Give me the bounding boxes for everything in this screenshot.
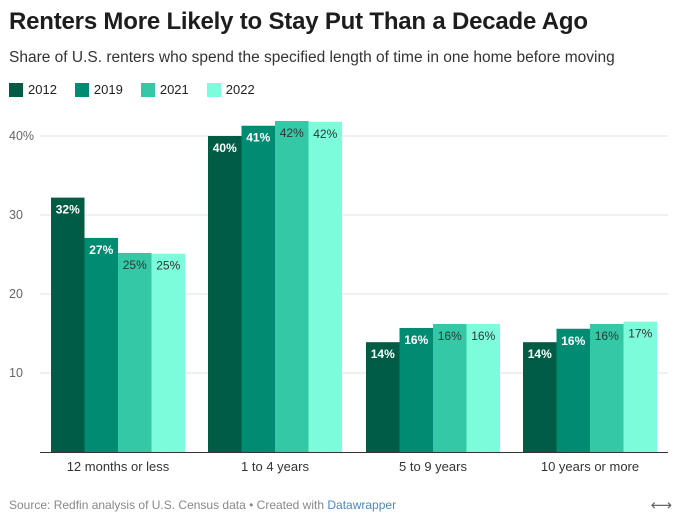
legend-label-2012: 2012 <box>28 82 57 97</box>
bar-2012-3 <box>523 342 557 452</box>
bar-chart: 10 20 30 40% 32% 40% 14% 14% 27% 41% 16% 16% 25% 42% 1… <box>9 120 668 474</box>
legend-item-2019: 2019 <box>74 82 123 97</box>
bar-2012-2 <box>366 342 400 452</box>
bar-2022-2 <box>466 324 500 452</box>
y-tick-label-10: 10 <box>9 366 23 380</box>
bar-label-2022-0: 25% <box>156 259 180 273</box>
legend-item-2022: 2022 <box>206 82 255 97</box>
bar-label-2012-0: 32% <box>56 203 80 217</box>
bar-2022-0 <box>151 253 185 452</box>
bar-label-2019-2: 16% <box>404 333 428 347</box>
legend-item-2012: 2012 <box>9 82 57 97</box>
bar-2019-0 <box>84 237 118 452</box>
expand-icon[interactable]: ⟷ <box>650 497 672 514</box>
bar-2021-3 <box>590 324 624 452</box>
bar-label-2021-3: 16% <box>595 329 619 343</box>
y-tick-label-30: 30 <box>9 208 23 222</box>
x-category-label-0: 12 months or less <box>67 459 170 474</box>
bar-label-2012-3: 14% <box>528 347 552 361</box>
bar-label-2022-3: 17% <box>628 327 652 341</box>
bar-label-2012-2: 14% <box>371 347 395 361</box>
bar-2022-3 <box>623 321 657 452</box>
legend-swatch-2012 <box>9 82 23 97</box>
bar-2022-1 <box>308 121 342 452</box>
bar-label-2012-1: 40% <box>213 141 237 155</box>
x-category-label-1: 1 to 4 years <box>241 459 309 474</box>
x-category-label-2: 5 to 9 years <box>399 459 467 474</box>
legend-label-2021: 2021 <box>159 82 189 97</box>
y-tick-label-40: 40% <box>9 129 34 143</box>
bar-label-2022-1: 42% <box>313 127 337 141</box>
datawrapper-link[interactable]: Datawrapper <box>327 498 397 512</box>
bar-2021-2 <box>433 324 467 452</box>
legend-swatch-2019 <box>74 82 89 97</box>
y-tick-label-20: 20 <box>9 287 23 301</box>
legend-label-2019: 2019 <box>93 82 123 97</box>
legend-label-2022: 2022 <box>225 82 255 97</box>
bar-2012-0 <box>51 197 85 452</box>
x-category-label-3: 10 years or more <box>541 459 639 474</box>
bar-label-2019-1: 41% <box>246 131 270 145</box>
chart-title: Renters More Likely to Stay Put Than a D… <box>9 8 588 35</box>
bar-2019-3 <box>556 328 590 452</box>
bar-2012-1 <box>208 136 242 452</box>
bar-label-2019-0: 27% <box>89 243 113 257</box>
legend: 2012 2019 2021 2022 <box>9 82 273 97</box>
legend-swatch-2022 <box>206 82 221 97</box>
legend-item-2021: 2021 <box>140 82 189 97</box>
bar-label-2021-1: 42% <box>280 126 304 140</box>
bar-2021-0 <box>118 252 152 452</box>
bar-2021-1 <box>275 120 309 453</box>
bar-2019-1 <box>241 125 275 453</box>
bar-2019-2 <box>399 327 433 452</box>
bar-label-2022-2: 16% <box>471 329 495 343</box>
chart-subtitle: Share of U.S. renters who spend the spec… <box>9 49 615 66</box>
source-note: Source: Redfin analysis of U.S. Census d… <box>9 498 396 512</box>
legend-swatch-2021 <box>140 82 155 97</box>
bar-label-2019-3: 16% <box>561 334 585 348</box>
bar-label-2021-2: 16% <box>438 329 462 343</box>
source-text: Source: Redfin analysis of U.S. Census d… <box>9 498 328 512</box>
bar-label-2021-0: 25% <box>123 258 147 272</box>
